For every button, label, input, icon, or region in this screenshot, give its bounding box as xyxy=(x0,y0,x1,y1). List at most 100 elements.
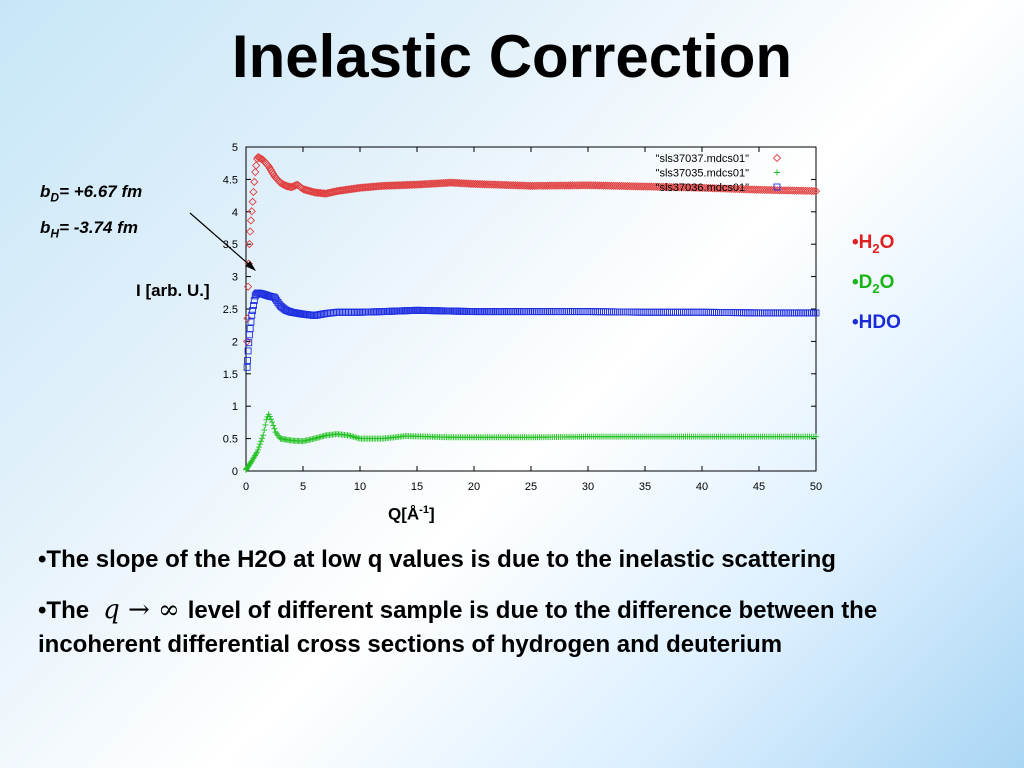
data-point xyxy=(525,308,533,316)
data-point xyxy=(555,308,563,316)
x-tick-label: 10 xyxy=(354,481,366,493)
data-point xyxy=(627,308,635,316)
data-point xyxy=(808,309,816,317)
data-point xyxy=(788,309,796,317)
data-point xyxy=(585,181,594,190)
data-point xyxy=(812,309,820,317)
data-point xyxy=(549,181,558,190)
data-point xyxy=(684,308,692,316)
data-point xyxy=(706,308,714,316)
data-point xyxy=(809,186,818,196)
data-point xyxy=(561,308,569,316)
data-point xyxy=(304,186,314,195)
data-point xyxy=(572,181,581,190)
data-point xyxy=(303,186,312,195)
data-point xyxy=(603,308,611,316)
data-point xyxy=(455,178,464,188)
data-point xyxy=(609,308,617,316)
data-point xyxy=(759,309,767,317)
data-point xyxy=(551,181,560,190)
data-point xyxy=(511,181,520,190)
side-label-hdo: •HDO xyxy=(852,312,901,333)
data-point xyxy=(528,181,537,190)
data-point xyxy=(587,181,596,190)
data-point xyxy=(647,308,655,316)
data-point xyxy=(350,184,359,193)
data-point xyxy=(690,308,698,316)
annotation-arrow xyxy=(189,212,254,269)
data-point xyxy=(680,308,688,316)
data-point xyxy=(519,308,527,316)
data-point xyxy=(711,308,718,316)
data-point xyxy=(807,186,816,196)
data-point xyxy=(471,179,480,189)
data-point xyxy=(538,308,546,316)
data-point xyxy=(754,309,762,317)
data-point xyxy=(549,308,557,316)
annotation-arrowhead xyxy=(245,261,256,271)
data-point xyxy=(715,308,723,316)
data-point xyxy=(489,180,498,189)
data-point xyxy=(700,308,708,316)
data-point xyxy=(678,308,686,316)
data-point xyxy=(607,308,615,316)
data-point xyxy=(584,308,592,316)
data-point xyxy=(742,309,750,317)
data-point xyxy=(597,181,606,190)
data-point xyxy=(485,180,495,189)
data-point xyxy=(532,181,541,190)
data-point xyxy=(736,309,743,317)
data-point xyxy=(465,179,475,188)
data-point xyxy=(448,178,457,187)
data-point xyxy=(270,422,277,429)
data-point xyxy=(637,308,645,316)
data-point xyxy=(502,180,511,190)
y-tick-label: 5 xyxy=(232,142,238,154)
x-tick-label: 35 xyxy=(639,481,651,493)
data-point xyxy=(653,308,661,316)
series-1 xyxy=(243,411,819,473)
data-point xyxy=(601,181,610,190)
legend-marker xyxy=(773,183,781,191)
data-point xyxy=(266,413,273,420)
data-point xyxy=(727,309,735,317)
data-point xyxy=(572,308,580,316)
data-point xyxy=(450,178,459,187)
data-point xyxy=(799,309,807,317)
data-point xyxy=(542,308,550,316)
data-point xyxy=(451,178,461,188)
data-point xyxy=(778,309,786,317)
data-point xyxy=(551,308,559,316)
data-point xyxy=(259,435,266,442)
data-point xyxy=(496,180,506,189)
data-point xyxy=(244,347,252,355)
data-point xyxy=(748,309,756,317)
data-point xyxy=(619,308,627,316)
data-point xyxy=(269,419,276,426)
data-point xyxy=(444,178,454,187)
data-point xyxy=(515,181,524,190)
data-point xyxy=(559,308,567,316)
data-point xyxy=(803,309,811,317)
y-tick-label: 2 xyxy=(232,336,238,348)
bullet-list: •The slope of the H2O at low q values is… xyxy=(38,543,978,678)
data-point xyxy=(576,308,584,316)
x-axis-label: Q[Å-1] xyxy=(388,504,435,524)
slide-title: Inelastic Correction xyxy=(231,23,793,90)
data-point xyxy=(524,181,533,190)
data-point xyxy=(540,308,548,316)
data-point xyxy=(574,308,582,316)
data-point xyxy=(688,308,696,316)
data-point xyxy=(547,308,555,316)
data-point xyxy=(530,308,538,316)
data-point xyxy=(260,432,267,439)
data-point xyxy=(539,181,548,190)
data-point xyxy=(290,181,299,191)
data-point xyxy=(786,309,794,317)
data-point xyxy=(655,308,663,316)
data-point xyxy=(493,180,502,189)
data-point xyxy=(250,177,259,187)
data-point xyxy=(507,181,517,190)
data-point xyxy=(623,308,631,316)
x-tick-label: 15 xyxy=(411,481,423,493)
